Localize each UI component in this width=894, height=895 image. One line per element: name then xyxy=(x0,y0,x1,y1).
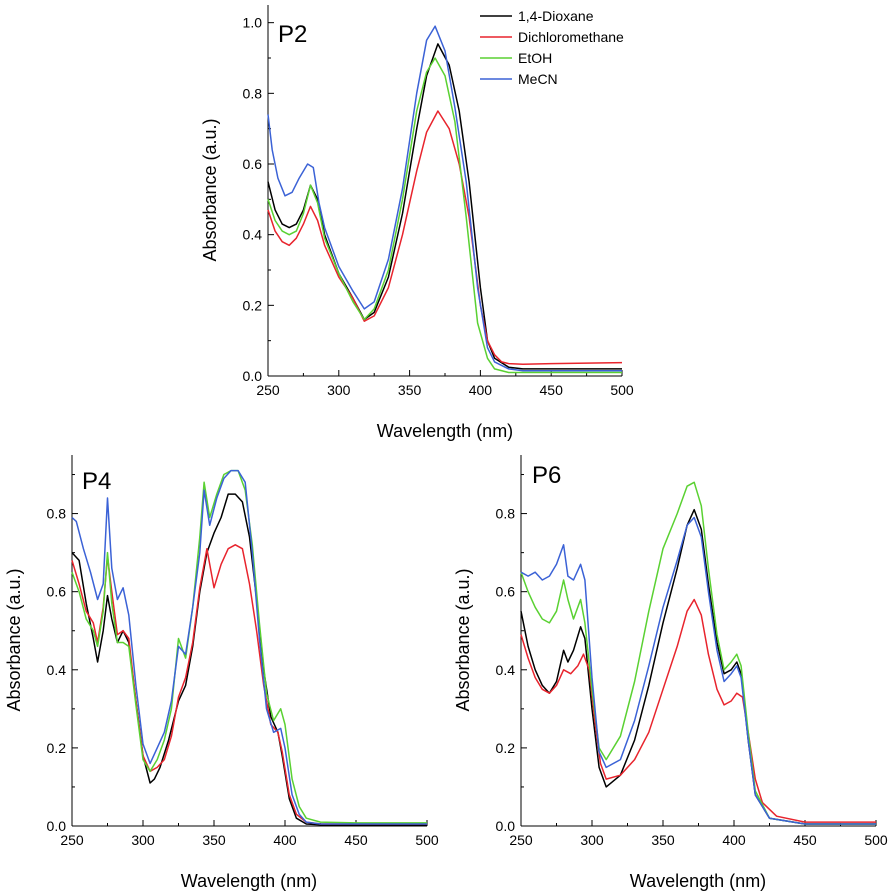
p2-y-tick-label: 0.2 xyxy=(243,297,263,313)
p2-x-tick-label: 450 xyxy=(540,382,564,398)
p6-x-tick-label: 250 xyxy=(509,832,533,848)
p4-y-tick-label: 0.2 xyxy=(47,740,67,756)
p6-x-tick-label: 300 xyxy=(580,832,604,848)
p6-x-axis-label: Wavelength (nm) xyxy=(630,871,766,891)
p2-x-tick-label: 300 xyxy=(327,382,351,398)
p6-y-tick-label: 0.2 xyxy=(496,740,516,756)
p6-y-axis-label: Absorbance (a.u.) xyxy=(453,568,473,711)
p4-y-tick-label: 0.6 xyxy=(47,584,67,600)
p2-title: P2 xyxy=(278,21,307,48)
p2-x-tick-label: 400 xyxy=(469,382,493,398)
p6-x-tick-label: 500 xyxy=(864,832,888,848)
p6-series-etoh xyxy=(520,481,876,825)
p2-y-tick-label: 0.0 xyxy=(243,368,263,384)
p2-x-tick-label: 350 xyxy=(398,382,422,398)
p4-x-tick-label: 350 xyxy=(202,832,226,848)
p6-title: P6 xyxy=(532,462,561,489)
p6-series-1-4-dioxane xyxy=(520,508,876,825)
p4-series-etoh xyxy=(71,469,427,824)
p6-y-tick-label: 0.0 xyxy=(496,818,516,834)
p4-x-tick-label: 250 xyxy=(60,832,84,848)
p4-x-tick-label: 500 xyxy=(415,832,439,848)
p2-y-axis-label: Absorbance (a.u.) xyxy=(200,118,220,261)
legend: 1,4-Dioxane Dichloromethane EtOH MeCN xyxy=(480,8,624,87)
p4-y-tick-label: 0.4 xyxy=(47,662,67,678)
p4-x-axis-label: Wavelength (nm) xyxy=(181,871,317,891)
legend-label-etoh: EtOH xyxy=(518,50,552,66)
p6-x-tick-label: 350 xyxy=(651,832,675,848)
p4-y-tick-label: 0.0 xyxy=(47,818,67,834)
p2-x-tick-label: 250 xyxy=(256,382,280,398)
chart-p6: 250 300 350 400 450 500 0.0 0.2 0.4 0.6 0.8 P6 Wav… xyxy=(453,455,888,891)
chart-p4: 250 300 350 400 450 500 0.0 0.2 0.4 0.6 0.8 P4 Wav… xyxy=(4,455,439,891)
p6-series-dichloromethane xyxy=(520,598,876,823)
p6-x-tick-label: 400 xyxy=(722,832,746,848)
p6-y-tick-label: 0.6 xyxy=(496,584,516,600)
p2-series-1-4-dioxane xyxy=(267,43,622,370)
p4-x-tick-label: 300 xyxy=(131,832,155,848)
p4-x-tick-label: 400 xyxy=(273,832,297,848)
p6-x-tick-label: 450 xyxy=(793,832,817,848)
p2-y-tick-label: 0.8 xyxy=(243,85,263,101)
p4-series-1-4-dioxane xyxy=(71,493,427,826)
p2-x-tick-label: 500 xyxy=(610,382,634,398)
p6-series-mecn xyxy=(520,516,876,825)
p2-series-mecn xyxy=(267,25,622,372)
p2-y-tick-label: 1.0 xyxy=(243,15,263,31)
p2-y-tick-label: 0.6 xyxy=(243,156,263,172)
p6-y-tick-label: 0.8 xyxy=(496,506,516,522)
legend-label-mecn: MeCN xyxy=(518,71,558,87)
p4-title: P4 xyxy=(82,468,111,495)
p4-series-mecn xyxy=(71,469,427,825)
p2-series-etoh xyxy=(267,57,622,374)
p4-y-tick-label: 0.8 xyxy=(47,506,67,522)
legend-label-dioxane: 1,4-Dioxane xyxy=(518,8,594,24)
p4-x-tick-label: 450 xyxy=(344,832,368,848)
p2-y-tick-label: 0.4 xyxy=(243,227,263,243)
p2-series-dichloromethane xyxy=(267,110,623,366)
p4-y-axis-label: Absorbance (a.u.) xyxy=(4,568,24,711)
p4-series-dichloromethane xyxy=(71,544,427,825)
p6-y-tick-label: 0.4 xyxy=(496,662,516,678)
p2-x-axis-label: Wavelength (nm) xyxy=(377,421,513,441)
legend-label-dichloromethane: Dichloromethane xyxy=(518,29,624,45)
